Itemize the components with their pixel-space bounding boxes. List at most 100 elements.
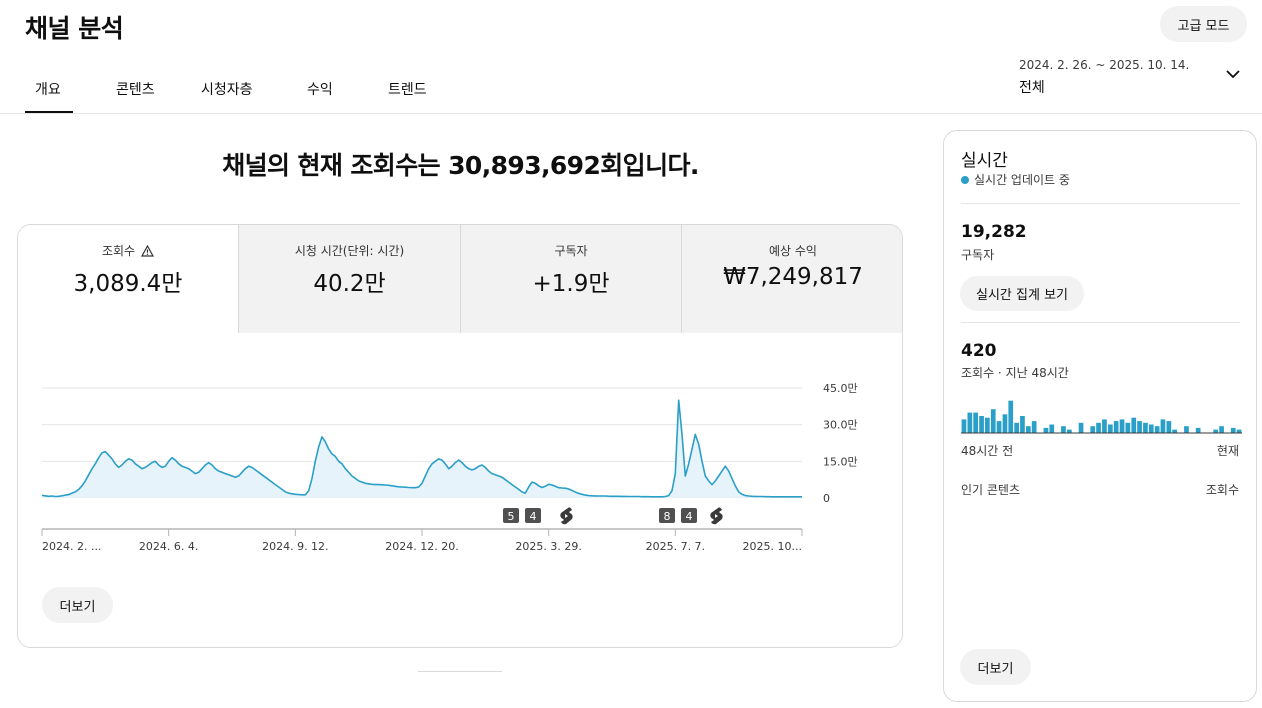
metric-label: 예상 수익 — [769, 244, 817, 258]
hourly-views-bar — [1061, 426, 1066, 433]
tab-overview[interactable]: 개요 — [35, 82, 61, 98]
hourly-views-bar — [973, 412, 978, 433]
live-dot-icon — [961, 175, 969, 184]
tab-audience[interactable]: 시청자층 — [201, 82, 253, 98]
views-area-fill — [42, 400, 802, 498]
hourly-views-bar — [1131, 417, 1137, 433]
hourly-views-bar — [1002, 414, 1008, 433]
metric-value: ₩7,249,817 — [723, 264, 863, 290]
hourly-views-bar — [1090, 426, 1096, 433]
hourly-views-bar — [1219, 426, 1224, 433]
hourly-views-bar — [1236, 429, 1242, 433]
badge-count: 4 — [686, 510, 693, 523]
x-tick-label: 2024. 12. 20. — [385, 540, 458, 553]
realtime-status: 실시간 업데이트 중 — [961, 171, 1070, 188]
subscriber-count: 19,282 — [961, 222, 1027, 242]
shorts-icon — [560, 507, 573, 525]
advanced-mode-button[interactable]: 고급 모드 — [1160, 6, 1247, 42]
badge-count: 5 — [508, 510, 515, 523]
divider — [961, 322, 1240, 323]
hourly-views-bar — [996, 421, 1002, 433]
hourly-views-bar — [1102, 419, 1107, 433]
hourly-views-bar — [1108, 424, 1113, 433]
hourly-views-bar — [1230, 427, 1236, 433]
hourly-views-bar — [979, 416, 984, 433]
overview-card: 조회수 3,089.4만 시청 시간(단위: 시간) 40.2만 구독자 +1.… — [17, 224, 903, 648]
hourly-views-bar — [1184, 426, 1189, 433]
hourly-views-bar — [1160, 419, 1166, 433]
hourly-views-bar — [1014, 422, 1019, 433]
views-label: 조회수 · 지난 48시간 — [961, 366, 1069, 380]
hourly-views-bar — [1125, 422, 1131, 433]
metric-subscribers[interactable]: 구독자 +1.9만 — [461, 225, 682, 333]
video-count-badge: 4 — [681, 508, 697, 523]
metric-value: 3,089.4만 — [73, 271, 183, 297]
realtime-more-button[interactable]: 더보기 — [960, 649, 1031, 685]
y-tick-label: 15.0만 — [823, 455, 858, 468]
hourly-views-bar — [1137, 421, 1142, 433]
realtime-card: 실시간 실시간 업데이트 중 19,282 구독자 실시간 집계 보기 420 … — [943, 130, 1257, 702]
x-tick-label: 2025. 10... — [743, 540, 802, 553]
x-tick-label: 2024. 9. 12. — [262, 540, 328, 553]
x-tick-label: 2025. 7. 7. — [646, 540, 705, 553]
hourly-views-bar — [1154, 426, 1160, 433]
x-tick-label: 2024. 6. 4. — [139, 540, 198, 553]
more-button[interactable]: 더보기 — [42, 587, 113, 623]
hourly-views-bar — [1049, 424, 1055, 433]
date-scope-text: 전체 — [1019, 80, 1045, 96]
hourly-views-bar — [1113, 421, 1119, 433]
hourly-views-bar — [1043, 427, 1049, 433]
hourly-views-bar — [1143, 422, 1148, 433]
metric-label: 시청 시간(단위: 시간) — [294, 244, 405, 258]
metric-watch-time[interactable]: 시청 시간(단위: 시간) 40.2만 — [239, 225, 461, 333]
hourly-views-bar — [1119, 419, 1125, 433]
tab-revenue[interactable]: 수익 — [307, 82, 333, 98]
page-title: 채널 분석 — [25, 14, 124, 43]
chart-end-label: 현재 — [1216, 444, 1239, 458]
tab-trends[interactable]: 트렌드 — [388, 82, 427, 98]
hourly-views-bar — [990, 409, 996, 433]
hourly-views-bar — [1213, 429, 1218, 433]
hourly-views-bar — [1195, 427, 1201, 433]
date-range-text: 2024. 2. 26. ~ 2025. 10. 14. — [1019, 58, 1190, 72]
x-tick-label: 2025. 3. 29. — [515, 540, 581, 553]
date-range-picker[interactable]: 2024. 2. 26. ~ 2025. 10. 14. 전체 — [1019, 58, 1244, 98]
metric-label: 조회수 — [101, 244, 136, 258]
y-tick-label: 0 — [823, 492, 830, 505]
metric-views[interactable]: 조회수 3,089.4만 — [18, 225, 239, 333]
warning-icon — [141, 244, 155, 257]
metric-value: +1.9만 — [532, 271, 610, 297]
realtime-views-bar-chart — [961, 400, 1242, 434]
chart-start-label: 48시간 전 — [961, 444, 1014, 458]
hourly-views-bar — [967, 412, 973, 433]
divider — [961, 203, 1240, 204]
active-tab-indicator — [25, 111, 73, 113]
scroll-indicator — [418, 671, 502, 672]
hourly-views-bar — [1067, 429, 1072, 433]
hourly-views-bar — [1008, 400, 1014, 433]
hourly-views-bar — [1031, 421, 1037, 433]
hourly-views-bar — [1148, 424, 1154, 433]
subscriber-label: 구독자 — [961, 248, 995, 262]
x-tick-label: 2024. 2. ... — [42, 540, 101, 553]
video-count-badge: 5 — [503, 508, 519, 523]
y-tick-label: 45.0만 — [823, 382, 858, 395]
y-tick-label: 30.0만 — [823, 419, 858, 432]
headline: 채널의 현재 조회수는 30,893,692회입니다. — [222, 151, 699, 180]
top-content-label: 인기 콘텐츠 — [961, 483, 1021, 497]
video-count-badge: 8 — [659, 508, 675, 523]
hourly-views-bar — [1096, 422, 1101, 433]
realtime-status-text: 실시간 업데이트 중 — [974, 173, 1070, 187]
hourly-views-bar — [1026, 426, 1031, 433]
realtime-summary-button[interactable]: 실시간 집계 보기 — [960, 276, 1084, 311]
views-line — [41, 399, 802, 498]
metric-revenue[interactable]: 예상 수익 ₩7,249,817 — [682, 225, 902, 333]
tab-content[interactable]: 콘텐츠 — [116, 82, 155, 98]
top-content-metric: 조회수 — [1205, 483, 1239, 497]
hourly-views-bar — [961, 419, 967, 433]
hourly-views-bar — [1172, 429, 1177, 433]
header-divider — [0, 113, 1262, 114]
shorts-icon — [710, 507, 723, 525]
metric-value: 40.2만 — [313, 271, 386, 297]
hourly-views-bar — [1166, 421, 1172, 433]
